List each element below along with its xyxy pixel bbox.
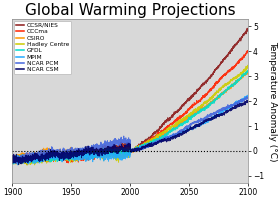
Y-axis label: Temperature Anomaly (°C): Temperature Anomaly (°C) [268,41,277,161]
Title: Global Warming Projections: Global Warming Projections [25,3,235,18]
Legend: CCSR/NIES, CCCma, CSIRO, Hadley Centre, GFDL, MPIM, NCAR PCM, NCAR CSM: CCSR/NIES, CCCma, CSIRO, Hadley Centre, … [14,21,71,74]
